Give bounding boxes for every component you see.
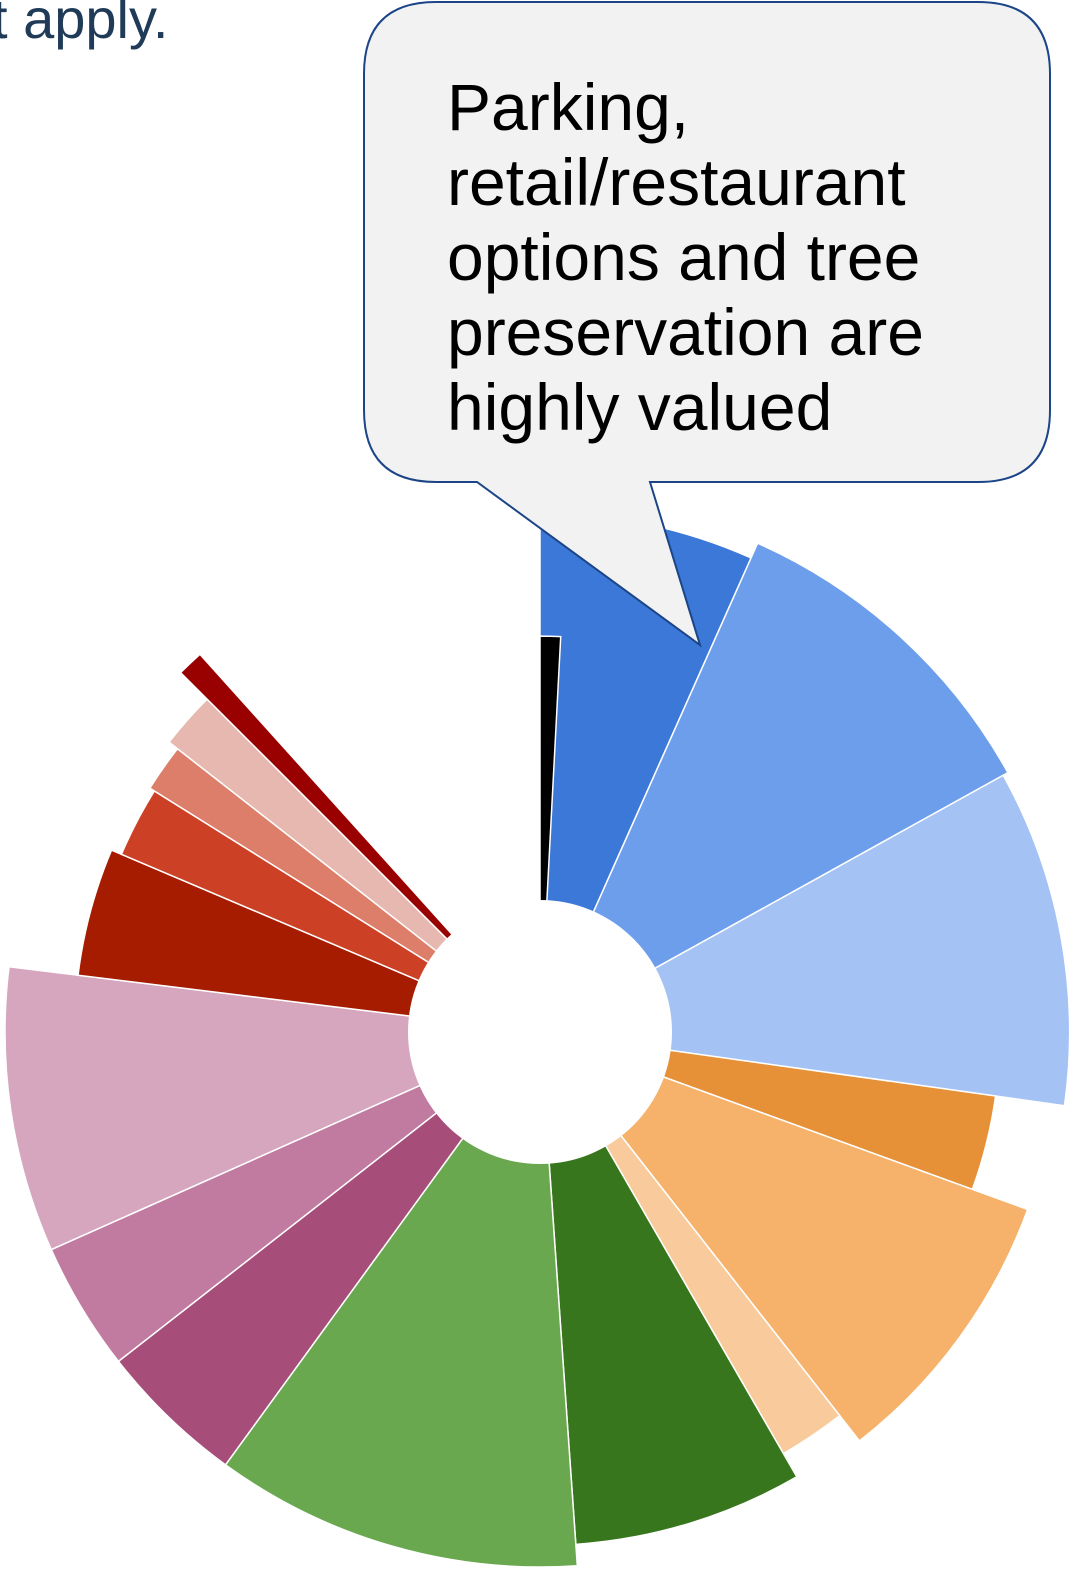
chart-center-hole xyxy=(408,900,672,1164)
chart-slice-8 xyxy=(224,1029,579,1568)
callout-bubble xyxy=(363,1,1051,648)
callout-text: Parking, retail/restaurant options and t… xyxy=(447,70,924,444)
chart-slice-3 xyxy=(537,774,1071,1107)
chart-slice-11 xyxy=(4,965,543,1251)
chart-slice-7 xyxy=(539,1031,798,1546)
chart-slice-2 xyxy=(538,542,1009,1034)
slide-heading-fragment: t apply. xyxy=(0,0,169,50)
chart-slice-5 xyxy=(537,1030,1029,1442)
